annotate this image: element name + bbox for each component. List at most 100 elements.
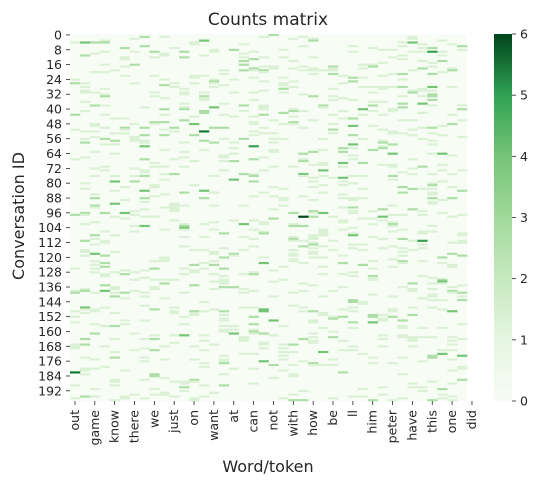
heatmap-cell	[407, 382, 418, 385]
heatmap-cell	[218, 354, 230, 357]
heatmap-cell	[367, 217, 378, 220]
heatmap-cell	[179, 267, 190, 270]
heatmap-cell	[427, 399, 438, 402]
heatmap-cell	[129, 139, 140, 142]
heatmap-cell	[208, 204, 220, 207]
heatmap-cell	[427, 61, 438, 64]
heatmap-cell	[417, 297, 428, 300]
heatmap-cell	[288, 393, 299, 396]
y-tick-label: 168	[38, 339, 62, 354]
heatmap-cell	[218, 317, 230, 320]
heatmap-cell	[159, 260, 170, 263]
heatmap-cell	[278, 137, 289, 140]
heatmap-cell	[99, 41, 111, 44]
heatmap-cell	[248, 195, 259, 198]
x-tick-label: peter	[385, 409, 400, 443]
heatmap-cell	[457, 323, 468, 326]
heatmap-cell	[318, 313, 329, 317]
heatmap-cell	[347, 80, 359, 83]
heatmap-cell	[199, 98, 210, 102]
heatmap-cell	[437, 163, 448, 166]
heatmap-cell	[367, 362, 378, 365]
heatmap-cell	[159, 391, 170, 394]
heatmap-cell	[457, 213, 468, 216]
heatmap-cell	[357, 137, 369, 140]
heatmap-cell	[447, 197, 458, 200]
heatmap-cell	[258, 360, 269, 363]
heatmap-cell	[298, 174, 309, 178]
heatmap-cell	[89, 124, 101, 127]
y-tick-label: 128	[38, 265, 62, 280]
heatmap-cell	[129, 37, 140, 40]
heatmap-cell	[70, 347, 81, 350]
heatmap-cell	[288, 291, 299, 294]
heatmap-cell	[308, 236, 319, 239]
heatmap-cell	[347, 211, 359, 215]
heatmap-cell	[298, 93, 309, 96]
heatmap-cell	[99, 126, 111, 129]
heatmap-cell	[208, 174, 220, 178]
heatmap-cell	[79, 89, 91, 92]
heatmap-cell	[347, 300, 359, 304]
heatmap-cell	[318, 265, 329, 268]
heatmap-cell	[119, 397, 130, 400]
heatmap-cell	[169, 130, 180, 133]
y-tick-label: 96	[46, 205, 62, 220]
heatmap-cell	[169, 278, 180, 281]
heatmap-cell	[308, 332, 319, 335]
heatmap-cell	[328, 317, 339, 320]
heatmap-cell	[347, 234, 359, 237]
heatmap-cell	[278, 187, 289, 190]
heatmap-cell	[308, 319, 319, 322]
heatmap-cell	[387, 204, 398, 207]
heatmap-cell	[347, 134, 359, 137]
heatmap-cell	[377, 113, 388, 116]
heatmap-cell	[377, 334, 388, 337]
heatmap-cell	[258, 341, 269, 344]
heatmap-cell	[70, 41, 81, 44]
colorbar-tick-label: 6	[520, 27, 528, 42]
heatmap-cell	[149, 267, 160, 270]
heatmap-cell	[298, 306, 309, 309]
heatmap-cell	[238, 223, 249, 226]
heatmap-cell	[218, 72, 230, 76]
heatmap-cell	[79, 223, 91, 226]
heatmap-cell	[179, 273, 190, 276]
heatmap-cell	[328, 215, 339, 218]
heatmap-cell	[119, 132, 130, 135]
heatmap-cell	[248, 330, 259, 333]
heatmap-cell	[288, 59, 299, 63]
heatmap-cell	[218, 154, 230, 157]
heatmap-cell	[387, 163, 398, 166]
colorbar	[494, 34, 512, 401]
y-tick-label: 80	[46, 176, 62, 191]
y-tick-label: 104	[38, 220, 62, 235]
heatmap-cell	[308, 37, 319, 40]
heatmap-cell	[397, 85, 408, 89]
heatmap-cell	[437, 134, 448, 137]
heatmap-cells	[70, 34, 468, 402]
heatmap-cell	[199, 349, 210, 352]
heatmap-cell	[149, 195, 160, 198]
heatmap-cell	[377, 237, 388, 241]
heatmap-cell	[417, 260, 428, 263]
heatmap-cell	[377, 147, 388, 150]
heatmap-cell	[218, 310, 230, 313]
heatmap-cell	[119, 323, 130, 326]
heatmap-cell	[199, 395, 210, 398]
heatmap-cell	[238, 273, 249, 276]
heatmap-cell	[218, 113, 230, 116]
heatmap-cell	[328, 239, 339, 242]
heatmap-cell	[258, 332, 269, 335]
heatmap-cell	[70, 213, 81, 216]
heatmap-cell	[99, 325, 111, 328]
heatmap-cell	[179, 236, 190, 239]
heatmap-cell	[129, 278, 140, 281]
heatmap-cell	[199, 97, 210, 100]
heatmap-cell	[129, 137, 140, 140]
heatmap-cell	[337, 308, 349, 311]
heatmap-cell	[357, 187, 369, 190]
heatmap-cell	[427, 356, 438, 359]
heatmap-cell	[268, 65, 279, 68]
heatmap-cell	[417, 50, 428, 53]
